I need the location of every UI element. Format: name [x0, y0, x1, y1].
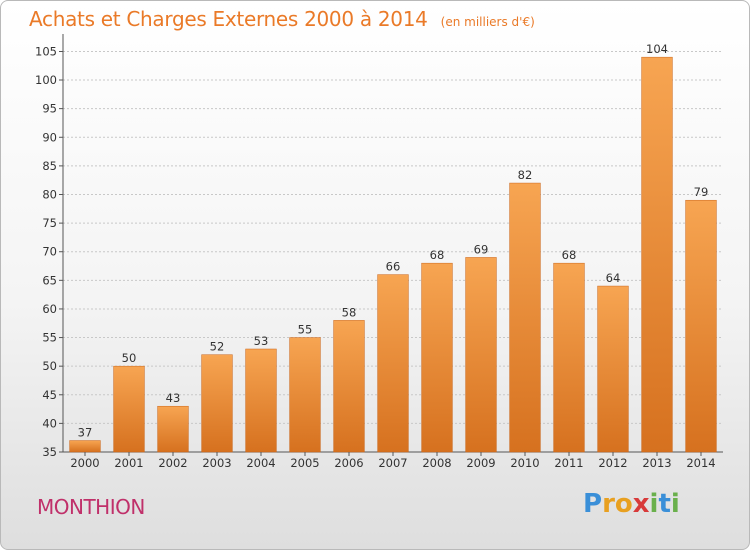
x-tick-label-2000: 2000: [70, 456, 99, 470]
data-label-2014: 79: [694, 185, 709, 199]
y-tick-label: 85: [42, 159, 57, 173]
data-label-2002: 43: [166, 391, 181, 405]
y-tick-label: 35: [42, 445, 57, 459]
x-tick-label-2005: 2005: [290, 456, 319, 470]
bar-2009: [465, 257, 497, 453]
bar-2013: [641, 56, 673, 453]
data-label-2003: 52: [210, 340, 225, 354]
x-tick-label-2013: 2013: [642, 456, 671, 470]
data-label-2011: 68: [562, 248, 577, 262]
data-label-2007: 66: [386, 260, 401, 274]
y-tick-label: 60: [42, 302, 57, 316]
x-tick-label-2014: 2014: [686, 456, 715, 470]
data-label-2008: 68: [430, 248, 445, 262]
bar-2014: [685, 199, 717, 453]
y-tick-label: 100: [35, 73, 57, 87]
logo-letter: r: [602, 489, 615, 519]
bar-2012: [597, 285, 629, 453]
bar-2004: [245, 348, 277, 453]
y-tick-label: 105: [35, 44, 57, 58]
logo-letter: P: [583, 489, 603, 519]
y-tick-label: 95: [42, 102, 57, 116]
x-tick-label-2001: 2001: [114, 456, 143, 470]
y-tick-label: 75: [42, 216, 57, 230]
data-label-2012: 64: [606, 271, 621, 285]
logo-letter: t: [658, 489, 671, 519]
logo-letter: i: [670, 489, 680, 519]
chart-unit: (en milliers d'€): [440, 15, 535, 29]
y-tick-label: 55: [42, 331, 57, 345]
y-tick-label: 40: [42, 416, 57, 430]
bar-2005: [289, 337, 321, 453]
data-label-2004: 53: [254, 334, 269, 348]
x-tick-label-2004: 2004: [246, 456, 275, 470]
y-tick-label: 50: [42, 359, 57, 373]
data-label-2009: 69: [474, 242, 489, 256]
logo-letter: x: [632, 489, 650, 519]
y-tick-label: 90: [42, 130, 57, 144]
bar-2000: [69, 440, 101, 453]
proxiti-logo: Proxiti: [583, 489, 680, 519]
x-tick-label-2012: 2012: [598, 456, 627, 470]
x-tick-label-2009: 2009: [466, 456, 495, 470]
data-label-2010: 82: [518, 168, 533, 182]
x-tick-label-2003: 2003: [202, 456, 231, 470]
y-tick-label: 45: [42, 388, 57, 402]
x-tick-label-2010: 2010: [510, 456, 539, 470]
y-tick-label: 65: [42, 273, 57, 287]
logo-letter: i: [649, 489, 659, 519]
bar-2010: [509, 182, 541, 453]
x-tick-label-2008: 2008: [422, 456, 451, 470]
y-tick-label: 70: [42, 245, 57, 259]
data-label-2005: 55: [298, 323, 313, 337]
x-tick-label-2002: 2002: [158, 456, 187, 470]
chart-header: Achats et Charges Externes 2000 à 2014 (…: [29, 7, 535, 31]
logo-letter: o: [614, 489, 633, 519]
data-label-2013: 104: [646, 42, 668, 56]
data-label-2000: 37: [78, 426, 93, 440]
x-tick-label-2011: 2011: [554, 456, 583, 470]
bar-2006: [333, 320, 365, 453]
x-tick-label-2007: 2007: [378, 456, 407, 470]
bar-2002: [157, 405, 189, 453]
bar-2003: [201, 354, 233, 453]
y-tick-label: 80: [42, 188, 57, 202]
bar-2007: [377, 274, 409, 453]
bar-2011: [553, 262, 585, 453]
chart-title: Achats et Charges Externes 2000 à 2014: [29, 7, 428, 31]
bar-2008: [421, 262, 453, 453]
x-tick-label-2006: 2006: [334, 456, 363, 470]
bar-2001: [113, 365, 145, 453]
data-label-2001: 50: [122, 351, 137, 365]
place-name: MONTHION: [37, 495, 145, 519]
data-label-2006: 58: [342, 305, 357, 319]
